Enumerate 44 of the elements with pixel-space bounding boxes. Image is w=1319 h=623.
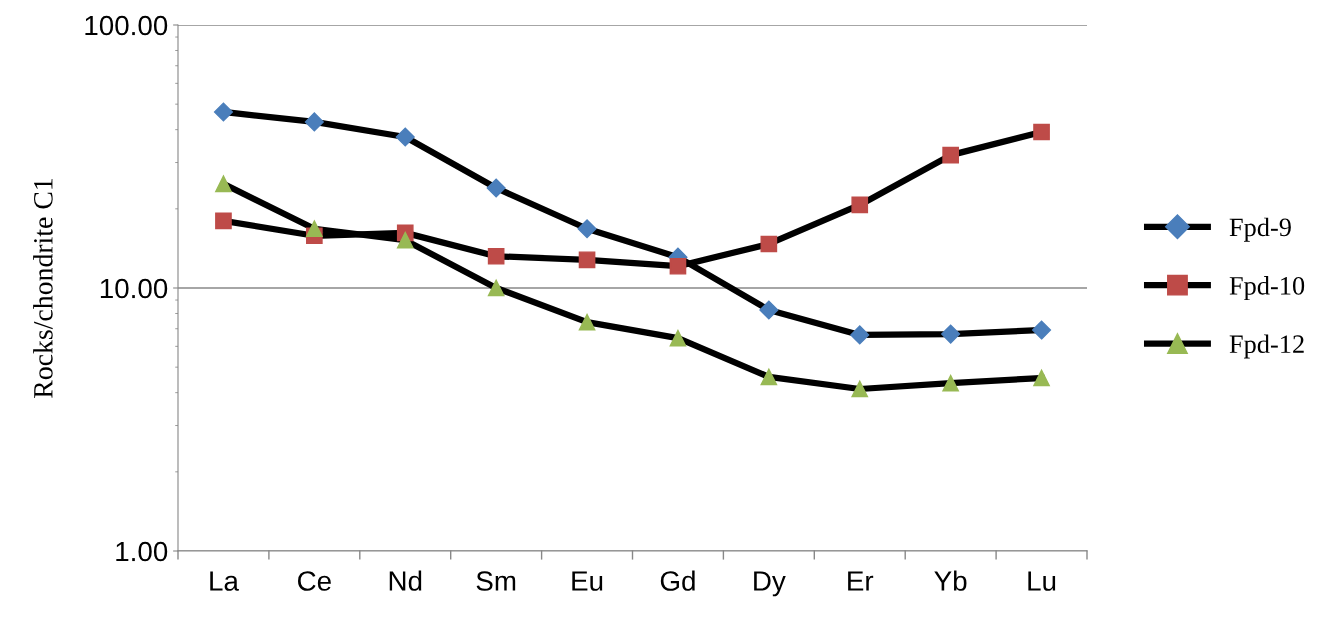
point: [760, 368, 778, 386]
point: [1033, 123, 1050, 141]
point: [215, 175, 232, 193]
point: [577, 219, 597, 239]
x-tick-label: Sm: [476, 571, 516, 591]
point: [942, 374, 959, 392]
point: [487, 279, 505, 297]
point: [304, 112, 324, 132]
point: [1032, 320, 1052, 340]
legend-label: Fpd-12: [1229, 334, 1304, 359]
point: [395, 127, 415, 147]
x-tick-label: Lu: [1028, 571, 1056, 591]
point: [851, 380, 869, 398]
point: [669, 257, 687, 275]
point: [396, 231, 414, 249]
point: [1033, 369, 1050, 387]
x-tick-label: Gd: [660, 570, 695, 591]
point: [941, 324, 961, 344]
x-tick-label: La: [210, 571, 239, 591]
y-tick-label: 1.00: [116, 541, 168, 562]
legend-label: Fpd-10: [1229, 276, 1305, 301]
point: [760, 235, 778, 253]
point: [306, 220, 323, 238]
x-tick-label: Eu: [572, 571, 603, 591]
point: [487, 247, 505, 265]
point: [942, 146, 959, 164]
x-tick-label: Er: [848, 571, 874, 591]
y-tick-label: 100.00: [85, 15, 168, 36]
point: [215, 212, 232, 230]
y-tick-label: 10.00: [100, 278, 168, 299]
x-tick-label: Nd: [389, 570, 422, 591]
point: [578, 313, 596, 331]
point: [851, 196, 869, 214]
legend-label: Fpd-9: [1229, 217, 1291, 242]
y-axis-title: Rocks/chondrite C1: [33, 178, 53, 398]
x-tick-label: Yb: [934, 570, 967, 591]
point: [759, 300, 779, 320]
x-tick-label: Dy: [754, 571, 786, 597]
point: [213, 102, 233, 122]
point: [669, 329, 687, 347]
point: [578, 251, 596, 269]
x-tick-label: Ce: [298, 571, 331, 591]
point: [486, 178, 506, 198]
point: [850, 325, 870, 345]
